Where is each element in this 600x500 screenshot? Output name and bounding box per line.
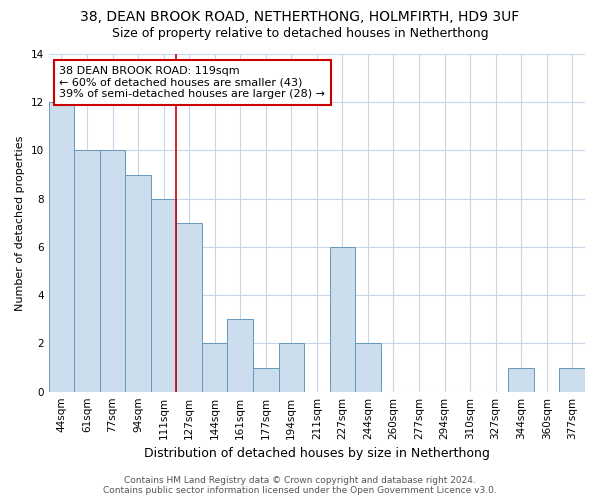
Bar xyxy=(253,368,278,392)
Bar xyxy=(176,223,202,392)
Bar xyxy=(355,344,380,392)
Bar xyxy=(329,247,355,392)
Text: Size of property relative to detached houses in Netherthong: Size of property relative to detached ho… xyxy=(112,28,488,40)
Text: 38, DEAN BROOK ROAD, NETHERTHONG, HOLMFIRTH, HD9 3UF: 38, DEAN BROOK ROAD, NETHERTHONG, HOLMFI… xyxy=(80,10,520,24)
X-axis label: Distribution of detached houses by size in Netherthong: Distribution of detached houses by size … xyxy=(144,447,490,460)
Bar xyxy=(100,150,125,392)
Text: 38 DEAN BROOK ROAD: 119sqm
← 60% of detached houses are smaller (43)
39% of semi: 38 DEAN BROOK ROAD: 119sqm ← 60% of deta… xyxy=(59,66,325,99)
Text: Contains HM Land Registry data © Crown copyright and database right 2024.
Contai: Contains HM Land Registry data © Crown c… xyxy=(103,476,497,495)
Bar xyxy=(508,368,534,392)
Bar xyxy=(227,320,253,392)
Bar xyxy=(49,102,74,392)
Bar xyxy=(74,150,100,392)
Bar xyxy=(559,368,585,392)
Bar xyxy=(202,344,227,392)
Bar xyxy=(278,344,304,392)
Y-axis label: Number of detached properties: Number of detached properties xyxy=(15,135,25,310)
Bar xyxy=(151,198,176,392)
Bar xyxy=(125,174,151,392)
